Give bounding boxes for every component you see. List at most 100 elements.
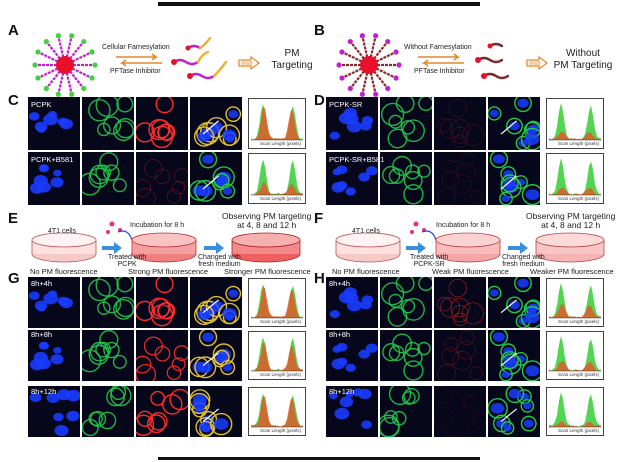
panel-g-row3-histogram-xlabel: Scan Length (pixels) bbox=[260, 428, 302, 433]
panel-label-f: F bbox=[314, 210, 324, 227]
bottom-border-bar bbox=[158, 457, 480, 460]
caption-f3: Weaker PM fluorescence bbox=[530, 267, 614, 276]
panel-h-row1-histogram-xlabel: Scan Length (pixels) bbox=[558, 319, 600, 324]
panel-h-row1-histogram bbox=[546, 278, 604, 327]
result-a-text: PM Targeting bbox=[271, 48, 313, 71]
incubation-e-text: Incubation for 8 h bbox=[130, 222, 185, 229]
panel-g-row2-red-image bbox=[136, 330, 188, 381]
panel-label-e: E bbox=[8, 210, 19, 227]
caption-e2: Strong PM fluorescence bbox=[128, 267, 209, 276]
panel-label-c: C bbox=[8, 92, 19, 109]
dish-f2 bbox=[435, 232, 501, 263]
panel-c-row2-histogram bbox=[248, 153, 306, 204]
arrow-a-top-text: Cellular Farnesylation bbox=[102, 44, 170, 51]
panel-h-row2-red-image bbox=[434, 330, 486, 381]
arrow-b-bottom-text: PFTase Inhibitor bbox=[414, 68, 465, 75]
panel-d-row2-merge-image bbox=[488, 152, 540, 205]
panel-h-row3-histogram bbox=[546, 387, 604, 436]
dish-e2 bbox=[131, 232, 197, 263]
workflow-f bbox=[330, 216, 624, 276]
caption-e3: Stronger PM fluorescence bbox=[224, 267, 311, 276]
panel-h-row3-merge-image bbox=[488, 386, 540, 437]
panel-g-row3-blue-image bbox=[28, 386, 80, 437]
panel-d-row2-red-image bbox=[434, 152, 486, 205]
panel-h-row3-histogram-xlabel: Scan Length (pixels) bbox=[558, 428, 600, 433]
panel-c-row2-merge-image bbox=[190, 152, 242, 205]
caption-f1: No PM fluorescence bbox=[332, 267, 400, 276]
panel-g-row1-histogram-xlabel: Scan Length (pixels) bbox=[260, 319, 302, 324]
panel-d-row1-red-image bbox=[434, 97, 486, 150]
panel-g-row2-blue-image bbox=[28, 330, 80, 381]
dish-label-e: 4T1 cells bbox=[48, 228, 77, 235]
panel-c-row2-green-image bbox=[82, 152, 134, 205]
panel-h-row1-merge-image bbox=[488, 277, 540, 328]
panel-label-d: D bbox=[314, 92, 325, 109]
panel-c-row1-histogram bbox=[248, 98, 306, 149]
panel-h-row1-green-image bbox=[380, 277, 432, 328]
incubation-f-text: Incubation for 8 h bbox=[436, 222, 491, 229]
panel-d-row1-blue-image bbox=[326, 97, 378, 150]
arrow-a-bottom-text: PFTase Inhibitor bbox=[110, 68, 161, 75]
dish-e1 bbox=[31, 232, 97, 263]
panel-d-row1-histogram-xlabel: Scan Length (pixels) bbox=[558, 141, 600, 146]
panel-label-b: B bbox=[314, 22, 325, 39]
panel-d-row2-blue-image bbox=[326, 152, 378, 205]
caption-f2: Weak PM fluorescence bbox=[432, 267, 509, 276]
free-peptides-b bbox=[470, 36, 526, 92]
panel-g-row1-merge-image bbox=[190, 277, 242, 328]
free-peptides-a bbox=[168, 34, 236, 94]
dish-f3 bbox=[535, 232, 605, 263]
panel-d-row2-histogram bbox=[546, 153, 604, 204]
panel-c-row1-histogram-xlabel: Scan Length (pixels) bbox=[260, 141, 302, 146]
observe-e-text: Observing PM targeting at 4, 8 and 12 h bbox=[222, 211, 312, 230]
dish-label-f: 4T1 cells bbox=[352, 228, 381, 235]
top-border-bar bbox=[158, 2, 480, 6]
panel-c-row1-green-image bbox=[82, 97, 134, 150]
changed-f-text: Changed with fresh medium bbox=[502, 254, 545, 268]
dish-f1 bbox=[335, 232, 401, 263]
panel-c-row1-merge-image bbox=[190, 97, 242, 150]
panel-label-h: H bbox=[314, 270, 325, 287]
double-arrow-a bbox=[114, 53, 164, 67]
panel-g-row2-green-image bbox=[82, 330, 134, 381]
row-label-h1: 8h+4h bbox=[329, 279, 351, 288]
panel-g-row3-green-image bbox=[82, 386, 134, 437]
observe-f-text: Observing PM targeting at 4, 8 and 12 h bbox=[526, 211, 616, 230]
panel-g-row3-merge-image bbox=[190, 386, 242, 437]
workflow-e bbox=[26, 216, 320, 276]
panel-c-row2-blue-image bbox=[28, 152, 80, 205]
treat-e-text: Treated with PCPK bbox=[108, 254, 147, 268]
panel-c-row2-histogram-xlabel: Scan Length (pixels) bbox=[260, 196, 302, 201]
panel-h-row3-green-image bbox=[380, 386, 432, 437]
panel-d-row2-green-image bbox=[380, 152, 432, 205]
panel-h-row3-blue-image bbox=[326, 386, 378, 437]
panel-label-a: A bbox=[8, 22, 19, 39]
caption-e1: No PM fluorescence bbox=[30, 267, 98, 276]
panel-h-row1-blue-image bbox=[326, 277, 378, 328]
panel-g-row1-blue-image bbox=[28, 277, 80, 328]
row-label-h3: 8h+12h bbox=[329, 387, 355, 396]
hollow-arrow-b bbox=[526, 55, 548, 71]
panel-g-row3-red-image bbox=[136, 386, 188, 437]
panel-h-row2-merge-image bbox=[488, 330, 540, 381]
panel-h-row2-blue-image bbox=[326, 330, 378, 381]
dish-e3 bbox=[231, 232, 301, 263]
row-label-c2: PCPK+B581 bbox=[31, 155, 74, 164]
panel-g-row1-green-image bbox=[82, 277, 134, 328]
panel-d-row1-merge-image bbox=[488, 97, 540, 150]
panel-d-row1-histogram bbox=[546, 98, 604, 149]
panel-g-row1-red-image bbox=[136, 277, 188, 328]
panel-d-row2-histogram-xlabel: Scan Length (pixels) bbox=[558, 196, 600, 201]
panel-c-row1-blue-image bbox=[28, 97, 80, 150]
panel-g-row2-merge-image bbox=[190, 330, 242, 381]
changed-e-text: Changed with fresh medium bbox=[198, 254, 241, 268]
nanostar-b bbox=[334, 30, 404, 100]
double-arrow-b bbox=[416, 53, 466, 67]
panel-d-row1-green-image bbox=[380, 97, 432, 150]
panel-h-row2-histogram-xlabel: Scan Length (pixels) bbox=[558, 372, 600, 377]
panel-c-row1-red-image bbox=[136, 97, 188, 150]
hollow-arrow-a bbox=[238, 55, 260, 71]
row-label-g1: 8h+4h bbox=[31, 279, 53, 288]
